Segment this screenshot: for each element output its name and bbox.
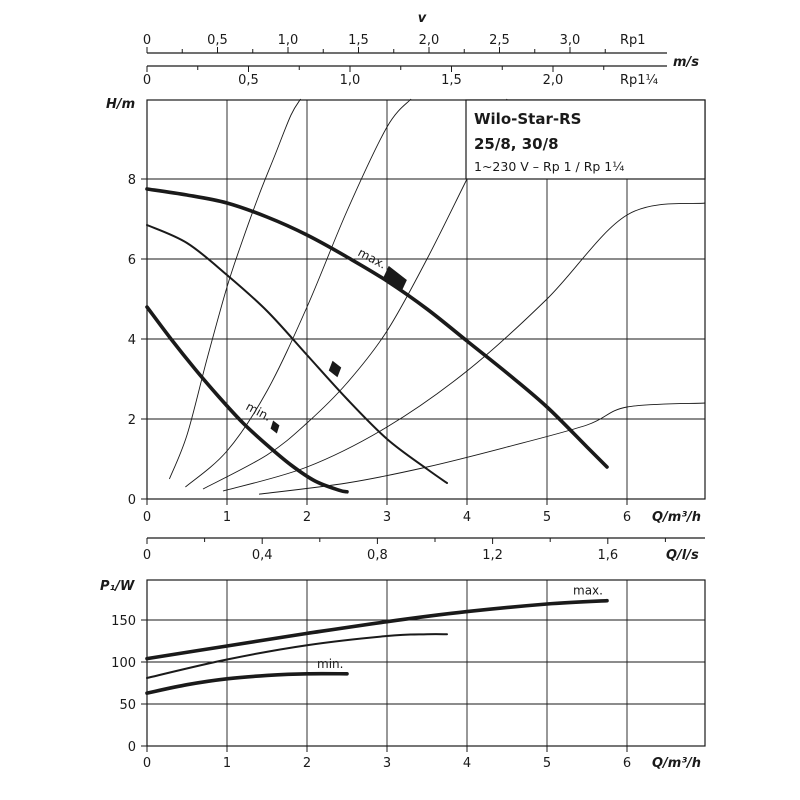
power-x-tick-label: 0 — [143, 756, 151, 771]
head-y-ticks: 0 2 4 6 8 — [128, 173, 147, 508]
velocity-rp114-tick-label: 1,5 — [441, 73, 462, 88]
head-y-tick-label: 0 — [128, 493, 136, 508]
power-curve-label-min: min. — [317, 657, 343, 671]
power-y-tick-label: 0 — [128, 740, 136, 755]
flow-ls-tick-label: 0,8 — [367, 548, 388, 563]
power-series: max. min. — [145, 584, 609, 695]
head-panel: max. min. 0 2 4 6 8 0 1 2 3 4 5 6 H/m Q/m³/h Wilo-S… — [106, 97, 706, 525]
head-x-tick-label: 3 — [383, 510, 391, 525]
efficiency-mark-shape — [383, 265, 407, 293]
power-y-axis-label: P₁/W — [100, 579, 135, 594]
chart-subtitle: 1~230 V – Rp 1 / Rp 1¼ — [474, 159, 624, 174]
head-series — [145, 187, 609, 494]
velocity-rp1-tick-label: 1,5 — [348, 33, 369, 48]
velocity-axis-rp1-ticks: 0 0,5 1,0 1,5 2,0 2,5 3,0 — [143, 33, 606, 53]
head-y-tick-label: 2 — [128, 413, 136, 428]
velocity-rp1-tick-label: 0 — [143, 33, 151, 48]
power-x-axis-label: Q/m³/h — [652, 756, 701, 771]
power-y-tick-label: 150 — [111, 614, 136, 629]
velocity-rp1-tick-label: 1,0 — [278, 33, 299, 48]
velocity-rp114-tick-label: 0,5 — [238, 73, 259, 88]
system-curve-5 — [258, 402, 706, 495]
head-curve-max — [145, 187, 609, 469]
velocity-axis-rp114-ticks: 0 0,5 1,0 1,5 2,0 — [143, 66, 605, 88]
head-y-tick-label: 6 — [128, 253, 136, 268]
power-x-tick-label: 2 — [303, 756, 311, 771]
head-x-tick-label: 6 — [623, 510, 631, 525]
power-curve-min — [145, 671, 349, 695]
power-x-tick-label: 3 — [383, 756, 391, 771]
head-x-axis-label: Q/m³/h — [652, 510, 701, 525]
velocity-rp114-tick-label: 1,0 — [340, 73, 361, 88]
power-curve-mid — [146, 633, 448, 679]
flow-ls-tick-label: 0,4 — [252, 548, 273, 563]
flow-ls-axis-label: Q/l/s — [666, 548, 699, 563]
chart-title: Wilo-Star-RS — [474, 110, 581, 128]
efficiency-mark-3 — [270, 420, 280, 434]
power-x-tick-label: 4 — [463, 756, 471, 771]
power-frame — [146, 579, 706, 747]
velocity-axis-label: v — [418, 11, 427, 26]
power-x-tick-label: 5 — [543, 756, 551, 771]
head-x-tick-label: 1 — [223, 510, 231, 525]
velocity-rp1-tick-label: 2,0 — [419, 33, 440, 48]
power-x-tick-label: 6 — [623, 756, 631, 771]
head-x-tick-label: 5 — [543, 510, 551, 525]
head-x-tick-label: 0 — [143, 510, 151, 525]
power-curve-max — [145, 598, 609, 661]
flow-ls-tick-label: 1,2 — [482, 548, 503, 563]
velocity-axes: v 0 0,5 1,0 1,5 2,0 2,5 3,0 Rp1 0 0,5 1,0 1,5 2,0 … — [143, 11, 699, 88]
system-curve-2 — [185, 98, 412, 488]
head-y-tick-label: 4 — [128, 333, 136, 348]
velocity-rp1-tick-label: 3,0 — [560, 33, 581, 48]
velocity-rp114-tick-label: 0 — [143, 73, 151, 88]
power-grid — [147, 580, 705, 746]
power-x-tick-label: 1 — [223, 756, 231, 771]
flow-ls-ticks: 0 0,4 0,8 1,2 1,6 — [143, 538, 666, 563]
head-x-ticks: 0 1 2 3 4 5 6 — [143, 499, 631, 525]
flow-ls-axis: 0 0,4 0,8 1,2 1,6 Q/l/s — [143, 537, 705, 563]
efficiency-mark-2 — [328, 360, 342, 378]
chart-title-models: 25/8, 30/8 — [474, 135, 559, 153]
curve-label-max: max. — [356, 245, 389, 271]
velocity-axis-rp114-end-label: Rp1¼ — [620, 73, 659, 88]
flow-ls-tick-label: 0 — [143, 548, 151, 563]
power-curve-label-max: max. — [573, 584, 603, 598]
power-panel: max. min. 0 50 100 150 0 1 2 3 4 5 6 P₁/W Q/m³/h — [100, 579, 706, 771]
velocity-axis-rp1-end-label: Rp1 — [620, 33, 646, 48]
power-y-ticks: 0 50 100 150 — [111, 614, 147, 755]
velocity-rp1-tick-label: 2,5 — [489, 33, 510, 48]
system-curve-4 — [222, 202, 706, 492]
velocity-rp1-tick-label: 0,5 — [207, 33, 228, 48]
head-frame — [146, 99, 706, 500]
power-x-ticks: 0 1 2 3 4 5 6 — [143, 746, 631, 771]
head-curve-mid — [146, 224, 448, 484]
title-box — [465, 99, 706, 180]
curve-label-min: min. — [244, 399, 274, 424]
efficiency-mark-shape — [270, 420, 280, 434]
power-y-tick-label: 50 — [119, 698, 136, 713]
velocity-rp114-tick-label: 2,0 — [543, 73, 564, 88]
head-x-tick-label: 2 — [303, 510, 311, 525]
head-y-tick-label: 8 — [128, 173, 136, 188]
system-curve-1 — [168, 98, 301, 480]
head-y-axis-label: H/m — [106, 97, 135, 112]
flow-ls-tick-label: 1,6 — [597, 548, 618, 563]
efficiency-mark-1 — [383, 265, 407, 293]
efficiency-mark-shape — [328, 360, 342, 378]
head-curve-min — [145, 305, 349, 494]
head-x-tick-label: 4 — [463, 510, 471, 525]
power-y-tick-label: 100 — [111, 656, 136, 671]
velocity-axis-unit-label: m/s — [673, 55, 699, 70]
